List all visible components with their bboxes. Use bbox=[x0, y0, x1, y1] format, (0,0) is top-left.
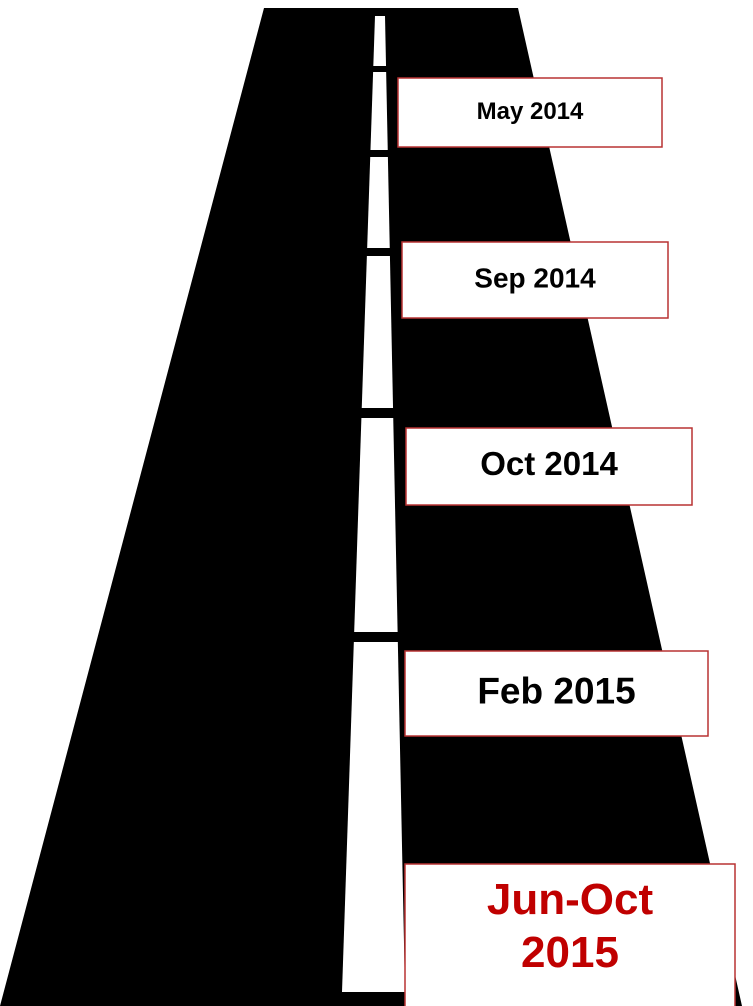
roadmap: May 2014 Sep 2014 Oct 2014 Feb 2015 Jun-Oct2… bbox=[0, 0, 753, 1006]
lane-gap bbox=[362, 248, 398, 256]
lane-gap bbox=[366, 150, 396, 157]
lane-gap bbox=[350, 632, 406, 642]
milestone-label: Feb 2015 bbox=[477, 670, 635, 711]
milestone: Feb 2015 bbox=[405, 651, 708, 736]
milestone-label: Oct 2014 bbox=[480, 445, 618, 482]
lane-gap bbox=[368, 66, 394, 72]
milestone-label: 2015 bbox=[521, 928, 619, 977]
milestone: May 2014 bbox=[398, 78, 662, 147]
milestone-label: Sep 2014 bbox=[474, 262, 596, 293]
milestone-label: Jun-Oct bbox=[487, 875, 654, 924]
milestone: Sep 2014 bbox=[402, 242, 668, 318]
milestone-label: May 2014 bbox=[477, 98, 584, 125]
milestone: Oct 2014 bbox=[406, 428, 692, 505]
lane-gap bbox=[356, 408, 402, 418]
